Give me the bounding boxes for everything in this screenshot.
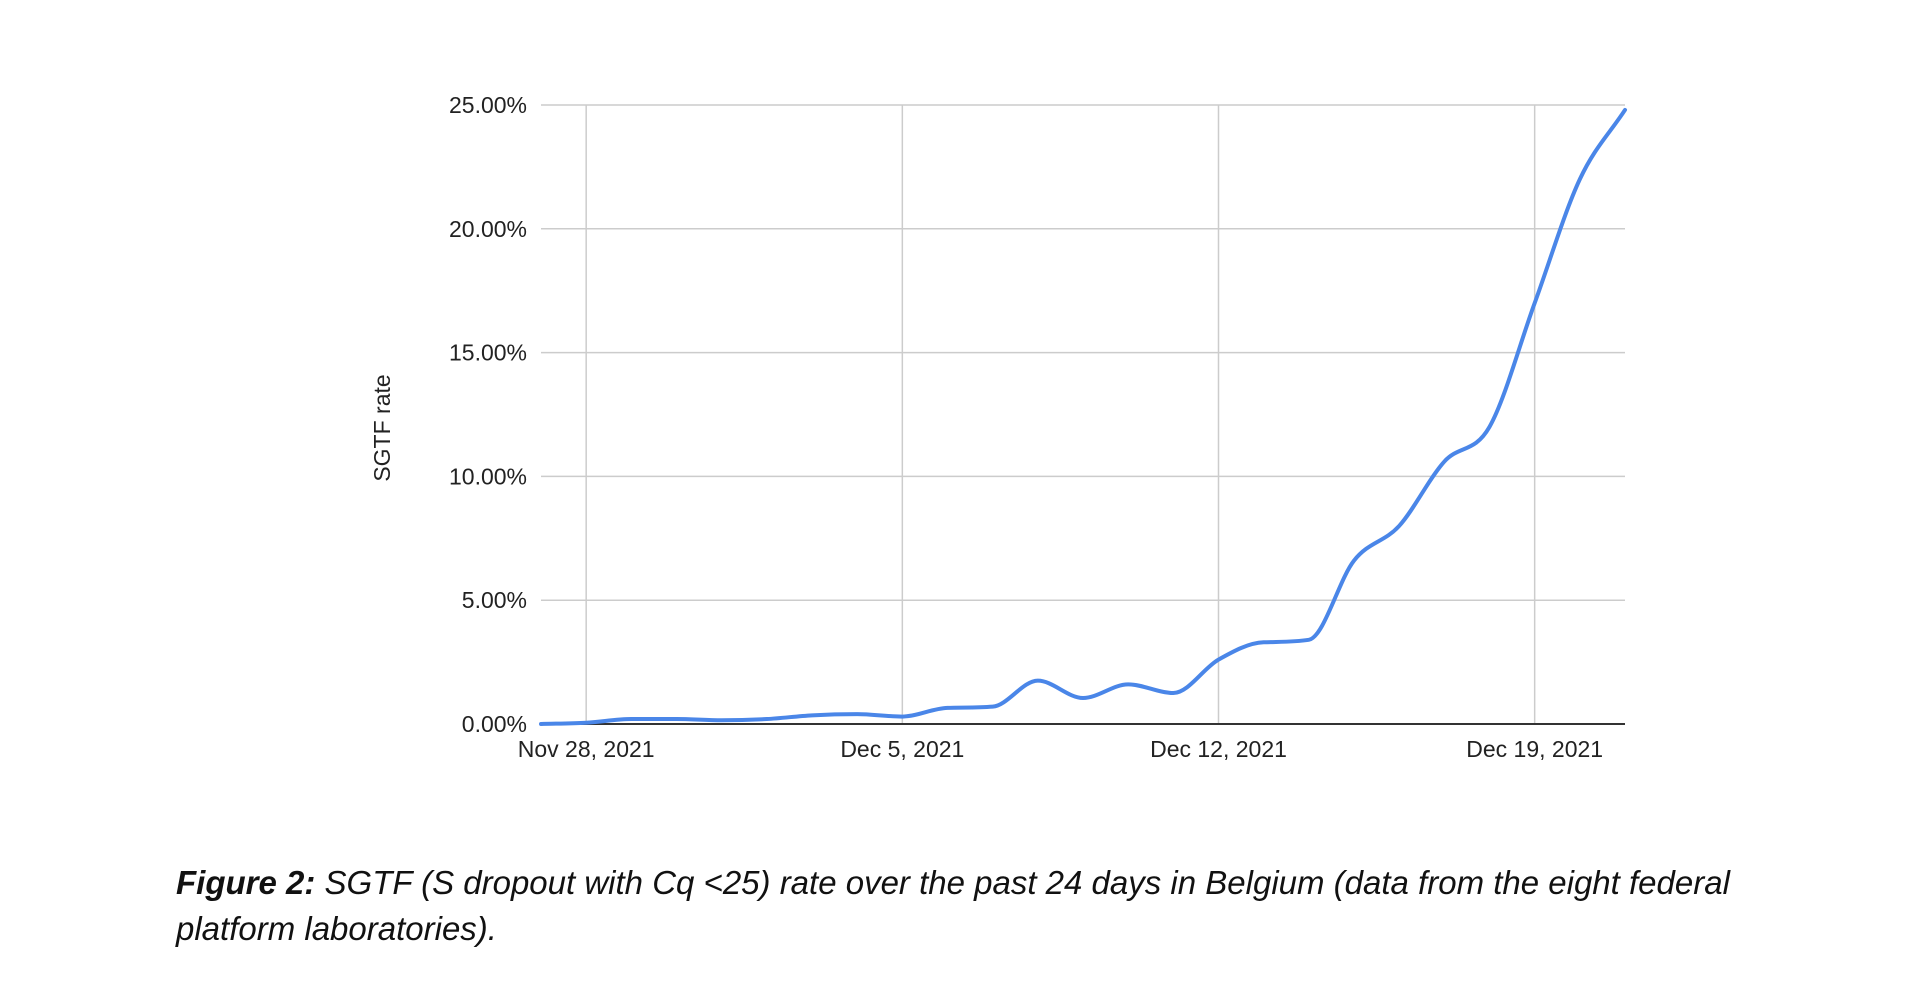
y-tick-label: 5.00% — [462, 587, 527, 613]
y-tick-label: 0.00% — [462, 711, 527, 737]
data-point — [1125, 681, 1131, 687]
data-point — [1441, 459, 1447, 465]
data-point — [899, 714, 905, 720]
data-point — [945, 705, 951, 711]
y-axis-title: SGTF rate — [369, 374, 395, 481]
x-tick-label: Dec 5, 2021 — [840, 736, 964, 762]
data-point — [1035, 678, 1041, 684]
data-point — [990, 704, 996, 710]
series-line-0 — [539, 107, 1627, 726]
data-point — [1261, 639, 1267, 645]
data-point — [538, 721, 544, 727]
data-point — [1306, 637, 1312, 643]
figure-caption: Figure 2: SGTF (S dropout with Cq <25) r… — [176, 860, 1856, 952]
x-tick-label: Nov 28, 2021 — [518, 736, 655, 762]
data-point — [1080, 695, 1086, 701]
x-tick-label: Dec 12, 2021 — [1150, 736, 1287, 762]
caption-text: SGTF (S dropout with Cq <25) rate over t… — [176, 864, 1730, 947]
data-point — [1216, 657, 1222, 663]
y-tick-label: 25.00% — [449, 92, 527, 118]
data-point — [1170, 690, 1176, 696]
data-point — [1487, 424, 1493, 430]
data-point — [628, 716, 634, 722]
data-point — [1622, 107, 1628, 113]
data-point — [674, 716, 680, 722]
data-point — [1532, 300, 1538, 306]
caption-label: Figure 2: — [176, 864, 316, 901]
y-tick-label: 10.00% — [449, 463, 527, 489]
data-point — [1351, 558, 1357, 564]
line-chart: 0.00% 5.00% 10.00% 15.00% 20.00% 25.00% Nov 28… — [369, 92, 1628, 762]
tick-labels: 0.00% 5.00% 10.00% 15.00% 20.00% 25.00% Nov 28… — [449, 92, 1603, 762]
data-point — [764, 716, 770, 722]
data-point — [583, 720, 589, 726]
data-point — [809, 712, 815, 718]
gridlines — [541, 104, 1625, 724]
x-tick-label: Dec 19, 2021 — [1466, 736, 1603, 762]
y-tick-label: 15.00% — [449, 340, 527, 366]
series-layer — [538, 107, 1628, 727]
data-point — [854, 711, 860, 717]
data-point — [1577, 176, 1583, 182]
y-tick-label: 20.00% — [449, 216, 527, 242]
data-point — [719, 717, 725, 723]
data-point — [1396, 523, 1402, 529]
